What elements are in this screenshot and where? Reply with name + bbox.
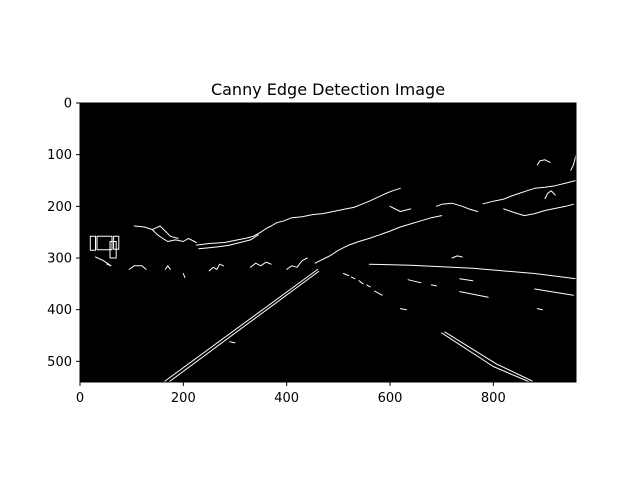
edge-lane-dash-10 [459, 291, 489, 298]
edge-tree-line-right-6 [544, 190, 556, 200]
y-tick-label: 300 [47, 252, 72, 267]
edge-tree-line-right-8 [536, 159, 551, 166]
edge-lane-dash-5 [374, 290, 383, 296]
edge-right-lane-segment-1 [441, 332, 530, 383]
edge-left-lane-line-inner [168, 270, 320, 383]
edge-lane-dash-2 [350, 276, 356, 280]
edge-car-left-box-2 [96, 235, 113, 251]
edge-bush-left-4 [208, 263, 225, 272]
edge-right-lane-segment-2 [444, 331, 533, 382]
edge-bush-right [451, 255, 463, 259]
edge-tree-line-right-5 [503, 203, 574, 217]
edge-lines [89, 154, 577, 383]
x-tick-label: 200 [171, 391, 196, 406]
edge-lane-dash-12 [536, 308, 543, 311]
chart-title: Canny Edge Detection Image [211, 80, 445, 99]
edge-tree-line-left-2 [151, 225, 179, 239]
edge-lane-dash-11 [534, 288, 574, 296]
edge-car-left-box-4 [109, 241, 117, 259]
edge-bush-left-2 [164, 265, 171, 270]
edge-tree-line-right-3 [436, 202, 479, 212]
x-axis: 0 200 400 600 800 [76, 382, 506, 406]
edge-lane-dash-3 [358, 280, 364, 285]
image-area [80, 103, 576, 382]
edge-tree-line-mid-2 [198, 234, 259, 250]
edge-tree-line-right-2 [389, 205, 412, 212]
y-tick-label: 100 [47, 148, 72, 163]
x-tick-label: 400 [274, 391, 299, 406]
y-tick-label: 400 [47, 303, 72, 318]
edge-lane-dash-7 [407, 279, 422, 284]
edge-tree-line-left-1 [133, 225, 197, 243]
x-tick-label: 0 [76, 391, 84, 406]
edge-lane-dash-9 [459, 278, 474, 282]
y-tick-label: 0 [64, 97, 72, 112]
edge-lane-dash-8 [430, 284, 437, 287]
x-tick-label: 600 [378, 391, 403, 406]
edge-bush-left-3 [182, 273, 186, 279]
edge-tree-line-mid [195, 206, 355, 246]
edge-tree-line-right-1 [353, 187, 401, 208]
edge-lane-dash-6 [399, 308, 407, 311]
edge-road-mark-left [229, 341, 236, 344]
edge-car-left-shadow [95, 256, 112, 267]
y-tick-label: 200 [47, 200, 72, 215]
edge-bush-mid-2 [286, 257, 308, 270]
edge-car-left-box-1 [89, 235, 96, 251]
edge-left-lane-line-outer [163, 268, 319, 383]
edge-horizon-line-right [368, 263, 577, 280]
y-axis: 0 100 200 300 400 500 [47, 97, 80, 370]
edge-bush-left-1 [128, 265, 147, 270]
x-tick-label: 800 [481, 391, 506, 406]
edge-car-left-box-3 [113, 235, 120, 250]
edge-bush-mid-1 [250, 261, 272, 268]
axes-frame [79, 102, 577, 383]
edge-lane-dash-4 [366, 284, 371, 288]
edge-bush-mid-3 [314, 215, 443, 264]
y-tick-label: 500 [47, 355, 72, 370]
edge-lane-dash-1 [343, 273, 350, 277]
edge-tree-line-right-4 [482, 180, 577, 205]
